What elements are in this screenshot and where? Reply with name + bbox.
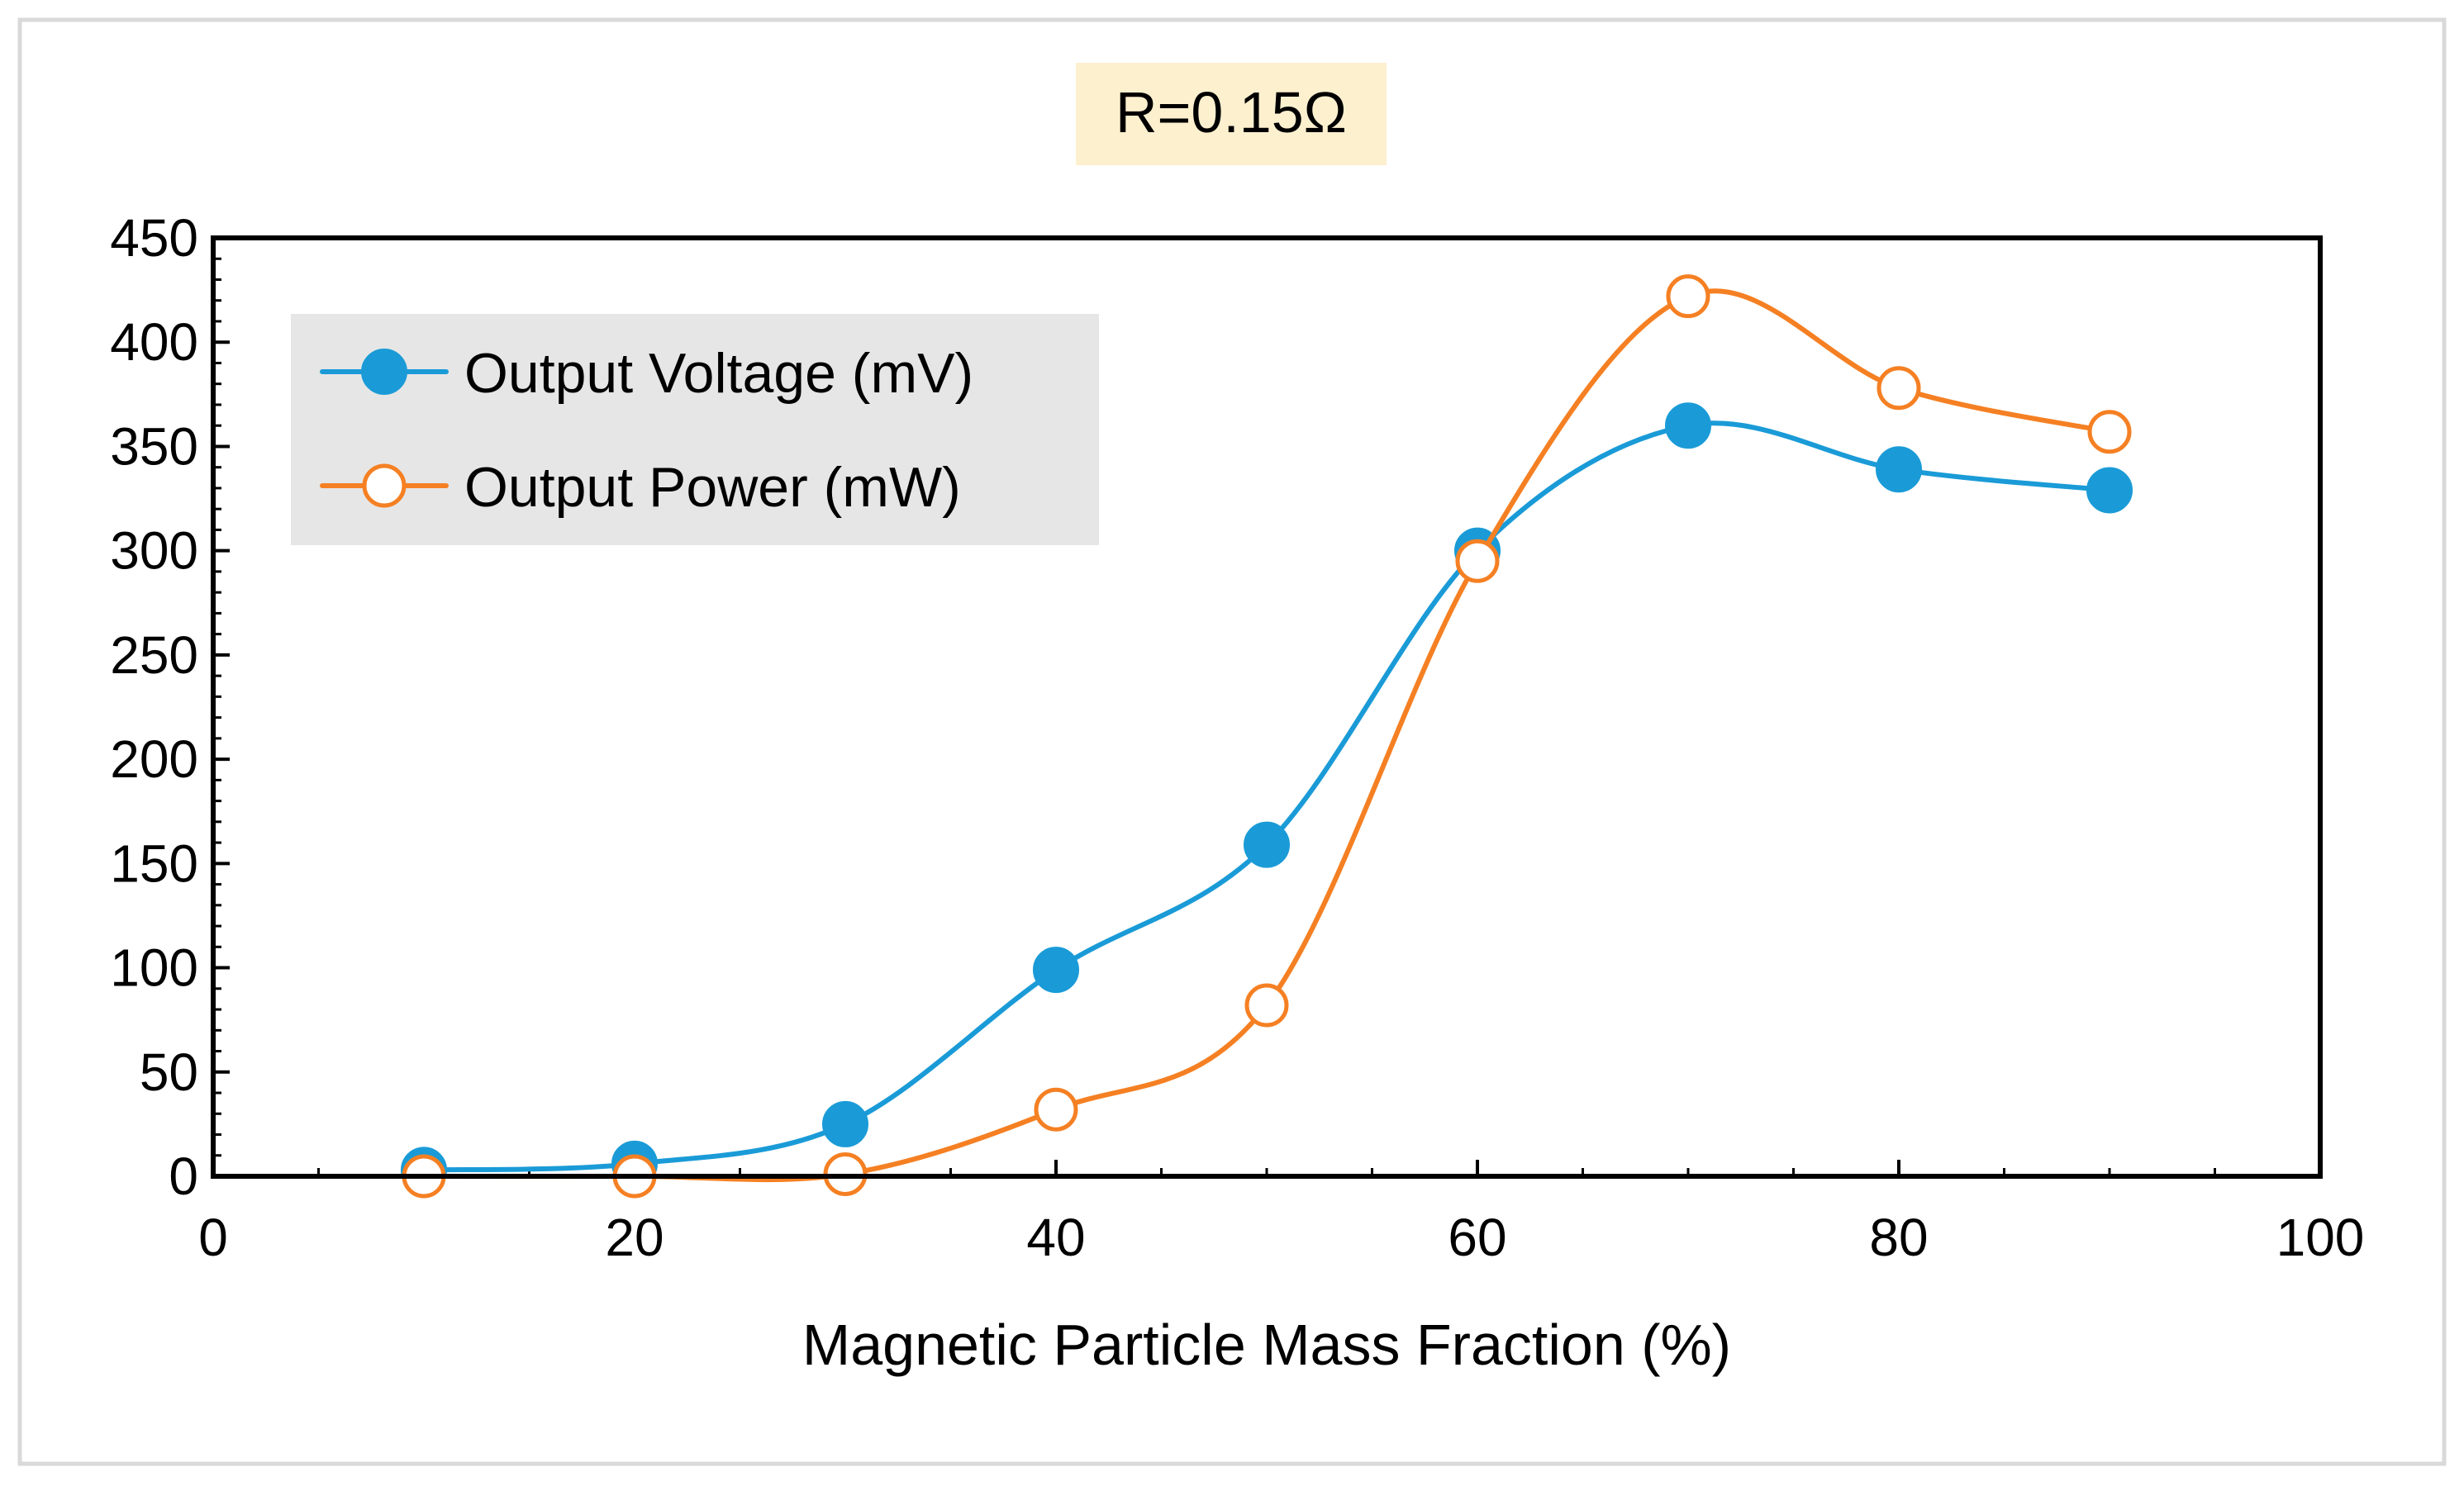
data-point [1034,1087,1078,1132]
series-1 [402,274,2132,1199]
x-tick-label: 60 [1448,1208,1506,1267]
y-tick-label: 350 [110,416,198,476]
chart-title: R=0.15Ω [1115,80,1347,145]
y-tick-label: 100 [110,938,198,998]
y-tick-label: 0 [169,1147,198,1206]
legend-item: Output Power (mW) [320,456,961,519]
y-tick-label: 150 [110,833,198,893]
x-axis-title: Magnetic Particle Mass Fraction (%) [802,1313,1731,1377]
x-tick-label: 40 [1026,1208,1085,1267]
chart-title-box [1076,63,1387,165]
y-tick-label: 400 [110,312,198,372]
series-layer [401,274,2133,1199]
chart-outer-border [17,17,2447,1466]
data-point [1666,274,1710,319]
data-point [1877,366,1921,411]
y-tick-label: 300 [110,521,198,581]
data-point [1244,821,1290,868]
x-tick-label: 0 [198,1208,228,1267]
y-tick-label: 50 [140,1042,198,1102]
legend: Output Voltage (mV) Output Power (mW) [291,314,1099,545]
data-point [1665,402,1711,449]
x-tick-label: 20 [605,1208,664,1267]
y-tick-label: 200 [110,729,198,789]
data-point [1455,539,1500,583]
data-point [1033,947,1079,994]
data-point [2086,467,2133,514]
x-tick-label: 80 [1869,1208,1928,1267]
legend-marker [362,463,407,508]
series-line [421,288,2112,1183]
legend-item: Output Voltage (mV) [320,342,973,405]
legend-marker [361,349,407,395]
y-tick-label: 250 [110,625,198,685]
plot-frame [211,235,2323,1179]
y-axis: 0 50 100 150 200 250 300 350 400 450 [110,208,230,1206]
legend-label: Output Power (mW) [464,456,961,519]
legend-label: Output Voltage (mV) [464,342,973,405]
legend-items: Output Voltage (mV) Output Power (mW) [320,342,973,519]
data-point [2087,410,2132,454]
chart-title-group: R=0.15Ω [1076,63,1387,165]
data-point [822,1100,868,1147]
data-point [1876,446,1922,493]
y-tick-label: 450 [110,208,198,268]
legend-box [291,314,1099,545]
data-point [1244,983,1289,1028]
x-tick-label: 100 [2276,1208,2365,1267]
